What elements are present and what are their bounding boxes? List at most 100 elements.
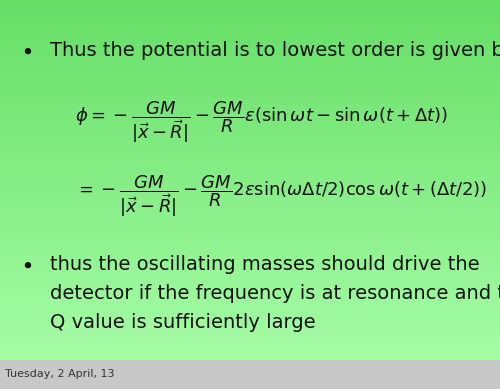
Bar	[0, 265, 500, 266]
Bar	[0, 74, 500, 76]
Bar	[0, 233, 500, 235]
Bar	[0, 323, 500, 325]
Bar	[0, 191, 500, 193]
Text: $\bullet$: $\bullet$	[20, 255, 32, 275]
Bar	[0, 301, 500, 303]
Bar	[0, 156, 500, 158]
Bar	[0, 80, 500, 82]
Bar	[0, 224, 500, 226]
Bar	[0, 60, 500, 62]
Bar	[0, 49, 500, 51]
Bar	[0, 101, 500, 103]
Bar	[0, 159, 500, 161]
Bar	[0, 18, 500, 19]
Bar	[0, 93, 500, 95]
Bar	[0, 356, 500, 358]
Bar	[0, 8, 500, 10]
Bar	[0, 14, 500, 16]
Bar	[0, 319, 500, 321]
Bar	[0, 371, 500, 373]
Bar	[0, 280, 500, 282]
Text: Thus the potential is to lowest order is given by: Thus the potential is to lowest order is…	[50, 41, 500, 60]
Bar	[0, 298, 500, 300]
Bar	[0, 107, 500, 109]
Bar	[0, 163, 500, 165]
Bar	[0, 132, 500, 134]
Text: detector if the frequency is at resonance and the: detector if the frequency is at resonanc…	[50, 284, 500, 303]
Bar	[0, 16, 500, 18]
Bar	[0, 193, 500, 194]
Bar	[0, 185, 500, 187]
Bar	[0, 4, 500, 6]
Bar	[0, 370, 500, 371]
Bar	[0, 161, 500, 163]
Bar	[0, 105, 500, 107]
Bar	[0, 245, 500, 247]
Bar	[0, 218, 500, 220]
Bar	[0, 288, 500, 290]
Bar	[0, 51, 500, 53]
Bar	[0, 377, 500, 379]
Bar	[0, 140, 500, 142]
Text: thus the oscillating masses should drive the: thus the oscillating masses should drive…	[50, 255, 480, 274]
Bar	[0, 313, 500, 315]
Bar	[0, 307, 500, 309]
Bar	[0, 70, 500, 72]
Bar	[0, 29, 500, 31]
Bar	[0, 126, 500, 128]
Bar	[0, 253, 500, 255]
Bar	[0, 261, 500, 263]
Bar	[0, 220, 500, 222]
Bar	[0, 179, 500, 181]
Bar	[0, 340, 500, 342]
Bar	[0, 25, 500, 27]
Bar	[0, 47, 500, 49]
Bar	[0, 103, 500, 105]
Bar	[0, 189, 500, 191]
Bar	[0, 360, 500, 362]
Bar	[0, 62, 500, 64]
Bar	[0, 142, 500, 144]
Bar	[0, 241, 500, 243]
Bar	[0, 117, 500, 119]
Bar	[0, 249, 500, 251]
Bar	[0, 336, 500, 338]
Bar	[0, 119, 500, 121]
Bar	[0, 165, 500, 167]
Bar	[0, 95, 500, 97]
Bar	[0, 228, 500, 230]
Bar	[0, 387, 500, 389]
Bar	[0, 144, 500, 146]
Bar	[0, 68, 500, 70]
Bar	[0, 358, 500, 360]
Bar	[0, 187, 500, 189]
Bar	[0, 329, 500, 331]
Bar	[0, 138, 500, 140]
Bar	[0, 206, 500, 208]
Bar	[0, 198, 500, 200]
Bar	[0, 381, 500, 383]
Bar	[0, 247, 500, 249]
Bar	[0, 375, 500, 377]
Bar	[0, 115, 500, 117]
Bar	[0, 0, 500, 2]
Bar	[0, 239, 500, 241]
Bar	[0, 19, 500, 21]
Bar	[0, 150, 500, 152]
Bar	[0, 325, 500, 327]
Bar	[0, 43, 500, 45]
Bar	[0, 76, 500, 78]
Bar	[0, 350, 500, 352]
Bar	[0, 152, 500, 154]
Bar	[0, 97, 500, 99]
Bar	[0, 366, 500, 368]
Bar	[0, 31, 500, 33]
Bar	[0, 154, 500, 156]
Bar	[0, 196, 500, 198]
Bar	[0, 194, 500, 196]
Bar	[0, 171, 500, 173]
Bar	[0, 282, 500, 284]
Bar	[0, 335, 500, 336]
Bar	[0, 243, 500, 245]
Bar	[0, 78, 500, 80]
